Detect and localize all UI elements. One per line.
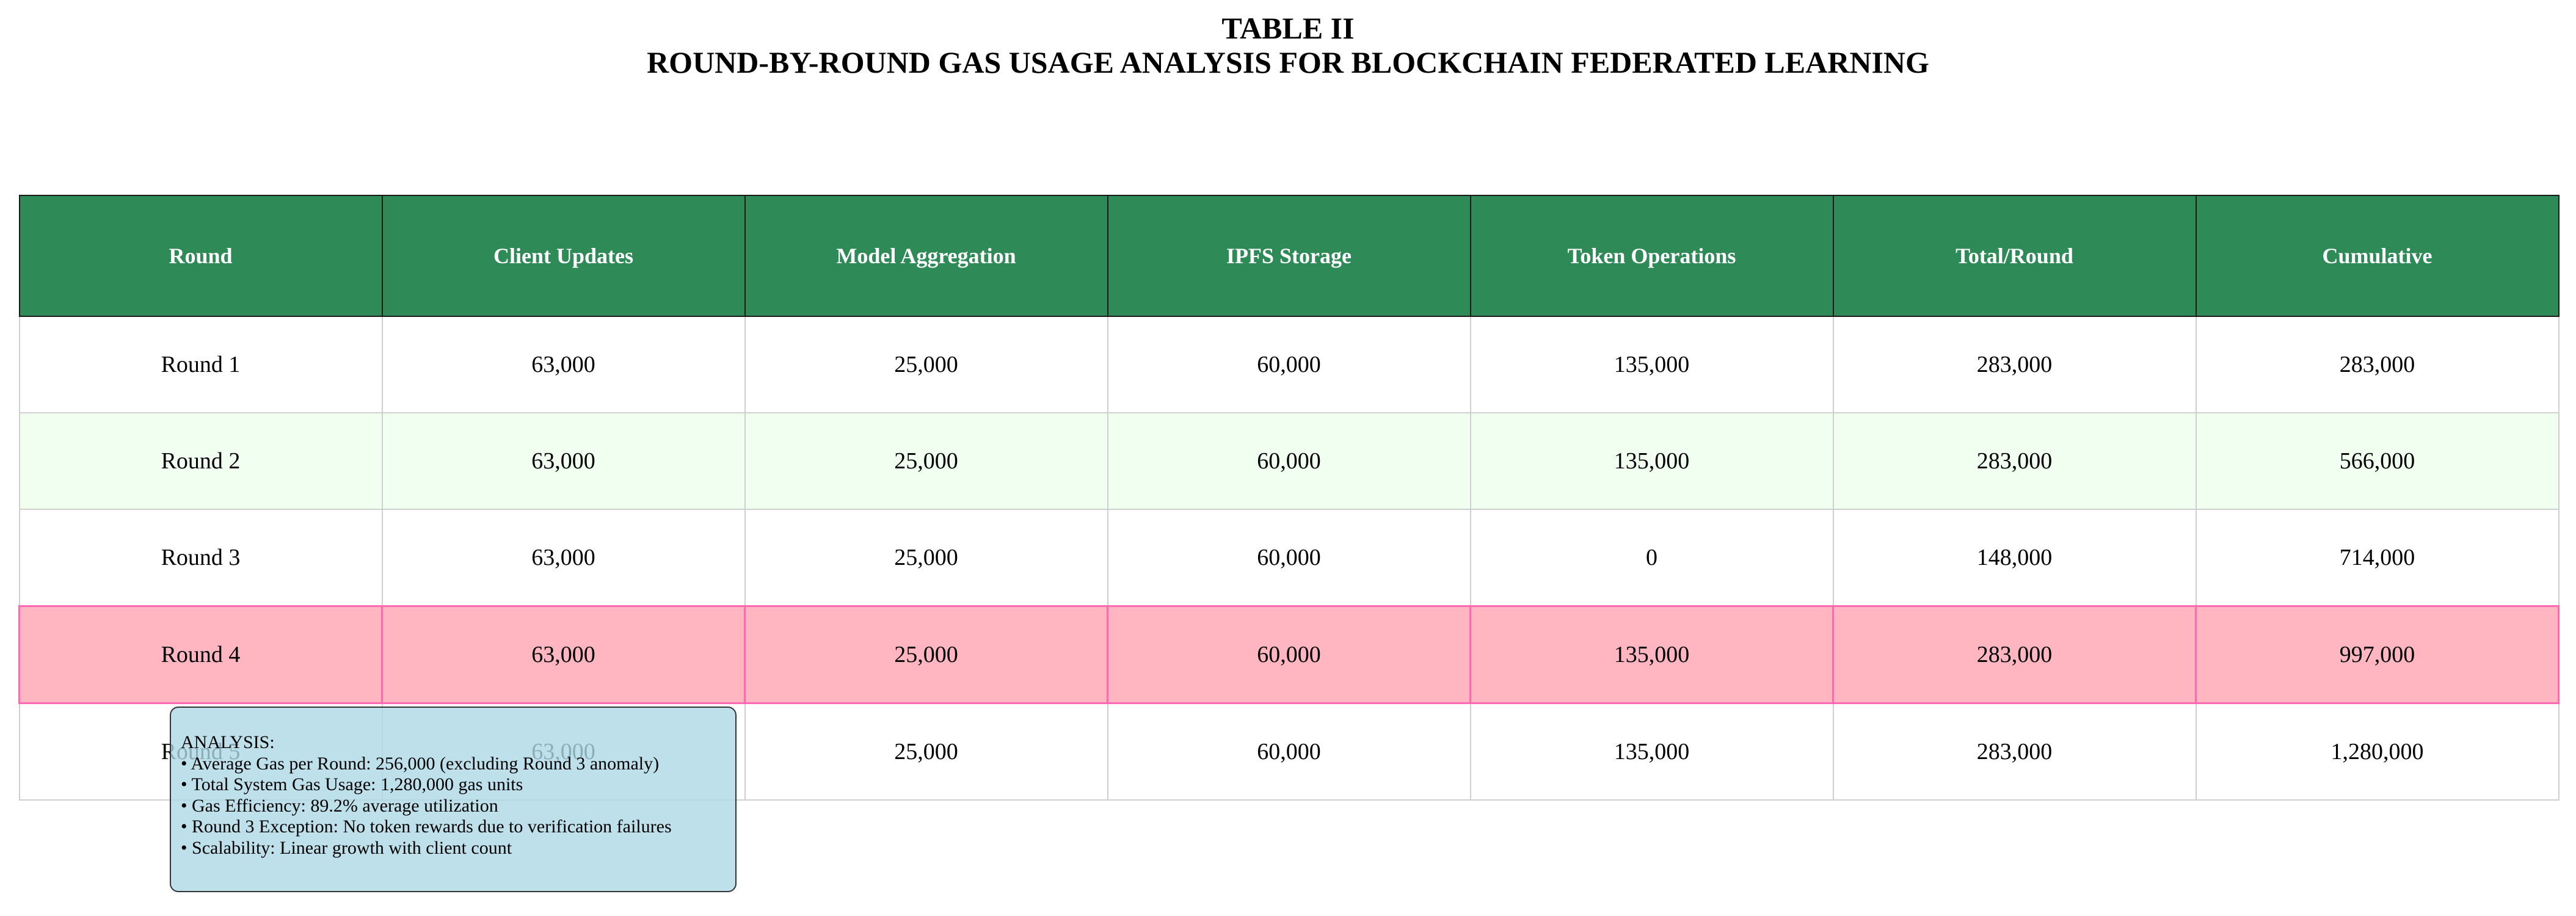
analysis-heading: ANALYSIS: <box>181 732 275 752</box>
table-cell: 25,000 <box>744 412 1108 510</box>
table-cell: 283,000 <box>1832 316 2197 413</box>
table-cell: 25,000 <box>744 702 1108 801</box>
table-cell: 63,000 <box>381 316 746 413</box>
table-row: Round 3 63,000 25,000 60,000 0 148,000 7… <box>18 509 2560 607</box>
column-header-total-round: Total/Round <box>1832 195 2197 317</box>
column-header-ipfs-storage: IPFS Storage <box>1107 195 1471 317</box>
table-cell: 135,000 <box>1469 412 1834 510</box>
table-row-highlighted: Round 4 63,000 25,000 60,000 135,000 283… <box>18 605 2560 704</box>
table-cell: 283,000 <box>1832 702 2197 801</box>
table-cell: 283,000 <box>1832 605 2197 704</box>
table-cell: Round 2 <box>18 412 383 510</box>
column-header-cumulative: Cumulative <box>2195 195 2560 317</box>
table-cell: 1,280,000 <box>2195 702 2560 801</box>
table-cell: 997,000 <box>2195 605 2560 704</box>
table-cell: 566,000 <box>2195 412 2560 510</box>
table-cell: 60,000 <box>1107 509 1471 607</box>
table-cell: 63,000 <box>381 605 746 704</box>
table-row: Round 5 63,000 25,000 60,000 135,000 283… <box>18 702 2560 801</box>
table-row: Round 2 63,000 25,000 60,000 135,000 283… <box>18 412 2560 510</box>
table-cell: 63,000 <box>381 509 746 607</box>
table-cell: 714,000 <box>2195 509 2560 607</box>
table-cell: 283,000 <box>1832 412 2197 510</box>
analysis-box: ANALYSIS: • Average Gas per Round: 256,0… <box>170 707 737 892</box>
table-cell: 60,000 <box>1107 605 1471 704</box>
analysis-line: • Average Gas per Round: 256,000 (exclud… <box>181 753 660 774</box>
column-header-token-operations: Token Operations <box>1469 195 1834 317</box>
table-cell: Round 4 <box>18 605 383 704</box>
column-header-model-aggregation: Model Aggregation <box>744 195 1108 317</box>
table-cell: Round 3 <box>18 509 383 607</box>
table-header-row: Round Client Updates Model Aggregation I… <box>18 195 2560 317</box>
table-cell: 135,000 <box>1469 605 1834 704</box>
table-title: ROUND-BY-ROUND GAS USAGE ANALYSIS FOR BL… <box>647 45 1929 79</box>
table-cell: 135,000 <box>1469 702 1834 801</box>
table-cell: Round 1 <box>18 316 383 413</box>
analysis-line: • Round 3 Exception: No token rewards du… <box>181 816 672 837</box>
gas-usage-table-container: Round Client Updates Model Aggregation I… <box>18 195 2560 801</box>
table-cell: 148,000 <box>1832 509 2197 607</box>
analysis-line: • Gas Efficiency: 89.2% average utilizat… <box>181 795 498 816</box>
table-cell: 283,000 <box>2195 316 2560 413</box>
table-cell: 60,000 <box>1107 316 1471 413</box>
column-header-round: Round <box>18 195 383 317</box>
table-row: Round 1 63,000 25,000 60,000 135,000 283… <box>18 316 2560 413</box>
table-cell: 0 <box>1469 509 1834 607</box>
table-cell: 25,000 <box>744 316 1108 413</box>
analysis-line: • Total System Gas Usage: 1,280,000 gas … <box>181 774 523 794</box>
table-label: TABLE II <box>1221 11 1355 45</box>
gas-usage-table: Round Client Updates Model Aggregation I… <box>18 195 2560 801</box>
table-cell: 63,000 <box>381 412 746 510</box>
analysis-line: • Scalability: Linear growth with client… <box>181 837 512 858</box>
table-caption: TABLE II ROUND-BY-ROUND GAS USAGE ANALYS… <box>0 11 2576 79</box>
table-cell: 25,000 <box>744 509 1108 607</box>
table-cell: 25,000 <box>744 605 1108 704</box>
table-cell: 60,000 <box>1107 702 1471 801</box>
table-cell: 60,000 <box>1107 412 1471 510</box>
table-cell: 135,000 <box>1469 316 1834 413</box>
column-header-client-updates: Client Updates <box>381 195 746 317</box>
